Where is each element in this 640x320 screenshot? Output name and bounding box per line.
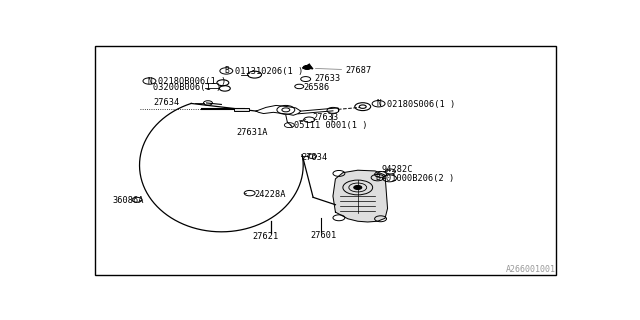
Text: 02180S006(1 ): 02180S006(1 ) <box>387 100 455 109</box>
Text: N: N <box>147 76 152 85</box>
Circle shape <box>303 66 311 69</box>
Text: 03200B006(1 ): 03200B006(1 ) <box>154 83 221 92</box>
Text: B: B <box>375 173 380 182</box>
Text: 27633: 27633 <box>315 74 341 83</box>
Polygon shape <box>333 170 388 222</box>
Text: 0218OB006(1 ): 0218OB006(1 ) <box>158 77 226 86</box>
Text: B: B <box>224 67 228 76</box>
Text: 27633: 27633 <box>312 113 339 122</box>
Bar <box>234 108 248 111</box>
Text: 26586: 26586 <box>303 83 330 92</box>
Text: 27621: 27621 <box>252 231 278 241</box>
Text: 24228A: 24228A <box>255 190 286 199</box>
Text: 27634: 27634 <box>301 153 328 162</box>
Text: 36086A: 36086A <box>112 196 144 205</box>
Text: 011310206(1 ): 011310206(1 ) <box>235 67 303 76</box>
Circle shape <box>354 186 362 189</box>
Text: 01000B206(2 ): 01000B206(2 ) <box>386 174 454 183</box>
Text: N: N <box>376 99 381 108</box>
Text: 94282C: 94282C <box>381 165 413 174</box>
Text: 05111 0001(1 ): 05111 0001(1 ) <box>294 121 368 130</box>
Text: A266001001: A266001001 <box>506 265 556 274</box>
Text: 27634: 27634 <box>154 99 180 108</box>
Text: 27687: 27687 <box>346 67 372 76</box>
Text: 27601: 27601 <box>310 231 337 240</box>
Text: 27631A: 27631A <box>236 128 268 137</box>
